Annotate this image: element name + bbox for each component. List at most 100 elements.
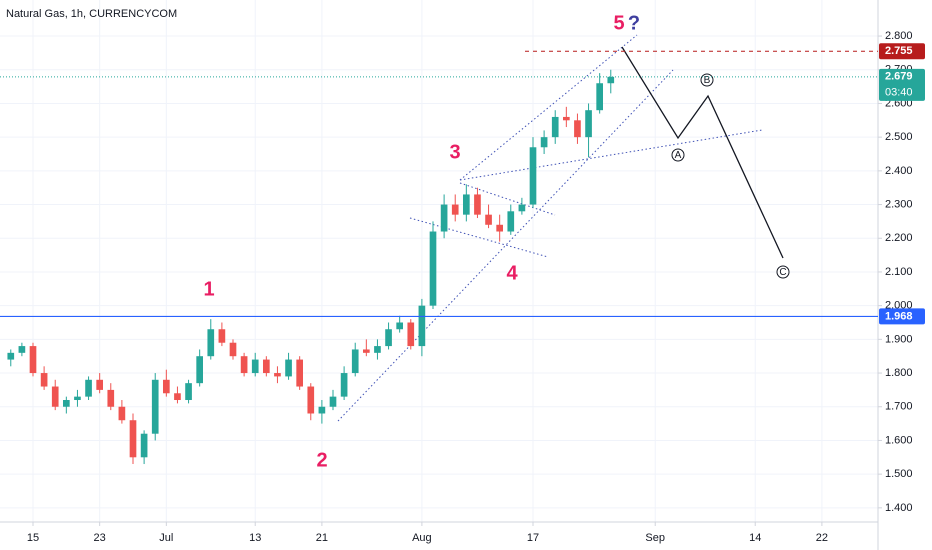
x-tick-label: 15 bbox=[27, 532, 39, 544]
candle-body bbox=[185, 383, 192, 401]
x-tick-label: Sep bbox=[645, 532, 665, 544]
candle-body bbox=[396, 322, 403, 330]
candle-body bbox=[96, 379, 103, 390]
chart-title: Natural Gas, 1h, CURRENCYCOM bbox=[6, 8, 177, 20]
x-tick-label: 13 bbox=[249, 532, 261, 544]
candle-body bbox=[240, 356, 248, 374]
y-tick-label: 2.800 bbox=[885, 30, 913, 42]
candle-body bbox=[585, 110, 592, 138]
grid bbox=[0, 0, 878, 522]
support-line bbox=[459, 129, 763, 181]
candle-body bbox=[285, 359, 292, 377]
candle-body bbox=[307, 386, 315, 414]
wave-label: 1 bbox=[203, 278, 214, 300]
candle-body bbox=[318, 406, 326, 414]
candle-body bbox=[29, 346, 37, 374]
candle-body bbox=[129, 420, 137, 458]
candle-body bbox=[596, 83, 603, 111]
candle-body bbox=[274, 373, 281, 377]
y-tick-label: 1.500 bbox=[885, 468, 913, 480]
candle-body bbox=[340, 373, 348, 397]
y-tick-label: 2.500 bbox=[885, 131, 913, 143]
candle-body bbox=[374, 346, 381, 353]
countdown-label: 03:40 bbox=[885, 87, 913, 99]
wave-question: ? bbox=[628, 12, 640, 34]
candle-body bbox=[74, 396, 81, 401]
wave-circle bbox=[776, 265, 790, 279]
projection-path bbox=[621, 46, 784, 259]
corrective-label: A bbox=[675, 150, 682, 161]
x-tick-label: Aug bbox=[412, 532, 432, 544]
candles bbox=[7, 69, 615, 465]
candle-body bbox=[363, 349, 370, 353]
candle-body bbox=[440, 204, 448, 232]
x-tick-label: 22 bbox=[816, 532, 828, 544]
y-tick-label: 1.900 bbox=[885, 333, 913, 345]
wave-label: 2 bbox=[316, 449, 327, 471]
price-label: 2.679 bbox=[885, 71, 913, 83]
candle-body bbox=[429, 231, 437, 306]
price-label-bg bbox=[879, 68, 925, 101]
x-tick-label: Jul bbox=[159, 532, 173, 544]
candle-body bbox=[207, 329, 215, 357]
candle-body bbox=[118, 406, 126, 421]
candle-body bbox=[163, 379, 170, 394]
wave-label: 4 bbox=[506, 262, 518, 284]
corrective-label: B bbox=[704, 75, 711, 86]
candle-body bbox=[18, 346, 26, 353]
price-label-bg bbox=[879, 308, 925, 325]
candle-body bbox=[40, 373, 48, 387]
candle-body bbox=[518, 204, 526, 212]
y-tick-label: 1.400 bbox=[885, 502, 913, 514]
price-label-bg bbox=[879, 43, 925, 60]
candle-body bbox=[407, 322, 415, 347]
candle-body bbox=[251, 359, 259, 374]
candle-body bbox=[107, 389, 115, 407]
candle-body bbox=[51, 386, 59, 407]
candle-body bbox=[551, 116, 559, 138]
candle-body bbox=[85, 379, 92, 397]
y-tick-label: 2.200 bbox=[885, 232, 913, 244]
candle-body bbox=[607, 76, 615, 84]
candle-body bbox=[496, 224, 503, 232]
candle-body bbox=[7, 352, 15, 360]
candle-body bbox=[296, 359, 303, 387]
x-tick-label: 23 bbox=[94, 532, 106, 544]
candle-body bbox=[151, 379, 159, 434]
x-tick-label: 21 bbox=[316, 532, 328, 544]
candle-body bbox=[540, 137, 548, 148]
y-tick-label: 2.400 bbox=[885, 165, 913, 177]
wave-label: 5 bbox=[613, 12, 624, 34]
candle-body bbox=[529, 147, 537, 205]
candle-body bbox=[140, 433, 148, 458]
candle-body bbox=[574, 120, 581, 138]
candle-body bbox=[351, 349, 359, 374]
y-tick-label: 1.800 bbox=[885, 367, 913, 379]
x-tick-label: 14 bbox=[749, 532, 761, 544]
wave-circle bbox=[671, 148, 685, 162]
candle-body bbox=[463, 194, 470, 215]
triangle-upper bbox=[459, 182, 556, 216]
price-label: 2.755 bbox=[885, 45, 913, 57]
y-tick-label: 1.600 bbox=[885, 434, 913, 446]
price-label: 1.968 bbox=[885, 310, 913, 322]
wave-circle bbox=[700, 73, 714, 87]
candle-body bbox=[63, 400, 70, 407]
trend-lines bbox=[337, 34, 763, 422]
y-tick-label: 1.700 bbox=[885, 401, 913, 413]
candle-body bbox=[263, 359, 270, 374]
corrective-label: C bbox=[779, 267, 786, 278]
candle-body bbox=[196, 356, 203, 384]
candle-body bbox=[451, 204, 459, 215]
candle-body bbox=[485, 214, 492, 225]
candle-body bbox=[229, 342, 237, 357]
wave-label: 3 bbox=[449, 141, 460, 163]
candle-body bbox=[563, 116, 570, 121]
candle-body bbox=[329, 396, 337, 407]
x-tick-label: 17 bbox=[527, 532, 539, 544]
axes: 1.4001.5001.6001.7001.8001.9002.0002.100… bbox=[27, 30, 913, 544]
candle-body bbox=[385, 329, 392, 347]
y-tick-label: 2.100 bbox=[885, 266, 913, 278]
